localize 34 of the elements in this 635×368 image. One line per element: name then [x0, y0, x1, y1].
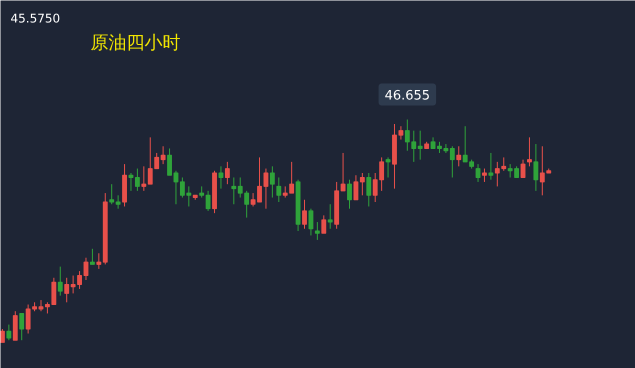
candlestick: [58, 266, 63, 296]
candlestick: [328, 204, 333, 230]
candlestick: [494, 161, 500, 187]
candlestick: [224, 161, 230, 185]
candlestick: [366, 172, 372, 207]
candlestick: [418, 130, 423, 160]
candlestick: [302, 199, 307, 230]
candlestick: [386, 156, 390, 178]
candlestick: [84, 257, 88, 281]
candlestick: [488, 152, 494, 180]
candlestick: [314, 222, 320, 240]
candlestick: [19, 312, 24, 341]
candlestick: [218, 166, 224, 190]
candlestick: [533, 144, 538, 192]
candlestick: [462, 126, 468, 162]
candlestick: [276, 176, 282, 202]
candlestick: [456, 146, 462, 167]
candlestick: [527, 136, 532, 167]
candlestick: [231, 176, 236, 205]
candlestick: [90, 248, 95, 265]
candlestick: [482, 168, 487, 182]
candlestick: [476, 164, 480, 182]
candlestick: [0, 328, 5, 343]
candlestick: [347, 179, 352, 210]
text: 45.5750: [10, 12, 60, 26]
candlestick: [540, 146, 545, 196]
candlestick: [6, 324, 12, 341]
candlestick: [501, 156, 506, 172]
chart-title: 原油四小时: [90, 32, 180, 54]
annotation: 46.655: [384, 88, 430, 104]
candlestick: [321, 214, 326, 234]
candlestick: [270, 166, 275, 198]
candlestick: [308, 208, 314, 236]
candlestick: [520, 159, 526, 178]
